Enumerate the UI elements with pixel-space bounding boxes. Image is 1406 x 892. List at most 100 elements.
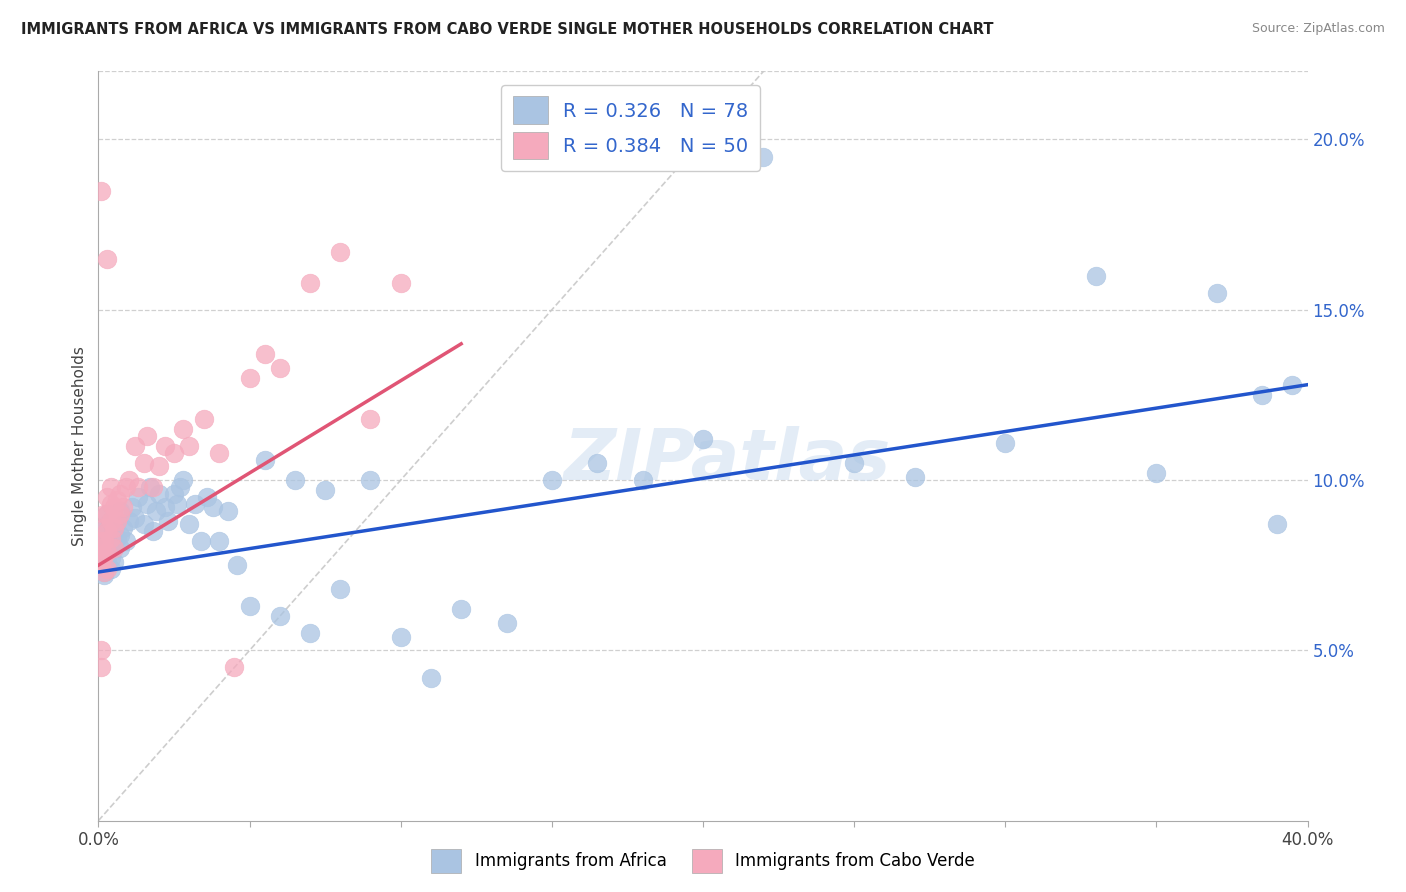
Point bbox=[253, 452, 276, 467]
Point bbox=[96, 544, 118, 558]
Point bbox=[118, 473, 141, 487]
Point bbox=[1206, 285, 1229, 300]
Point bbox=[96, 507, 118, 521]
Point bbox=[105, 514, 128, 528]
Point bbox=[329, 244, 352, 259]
Point bbox=[121, 500, 143, 515]
Point bbox=[904, 469, 927, 483]
Point bbox=[139, 480, 162, 494]
Point bbox=[586, 456, 609, 470]
Point bbox=[103, 510, 125, 524]
Point bbox=[132, 456, 155, 470]
Point bbox=[93, 565, 115, 579]
Point bbox=[329, 582, 352, 596]
Legend: R = 0.326   N = 78, R = 0.384   N = 50: R = 0.326 N = 78, R = 0.384 N = 50 bbox=[501, 85, 761, 171]
Point bbox=[124, 510, 146, 524]
Point bbox=[100, 497, 122, 511]
Point bbox=[169, 480, 191, 494]
Point bbox=[142, 480, 165, 494]
Point bbox=[145, 504, 167, 518]
Point bbox=[90, 541, 112, 556]
Point bbox=[90, 541, 112, 556]
Point bbox=[111, 521, 134, 535]
Point bbox=[495, 616, 517, 631]
Point bbox=[239, 599, 262, 613]
Point bbox=[184, 497, 207, 511]
Point bbox=[179, 439, 201, 453]
Point bbox=[224, 660, 246, 674]
Point bbox=[93, 548, 115, 562]
Point bbox=[127, 490, 149, 504]
Point bbox=[100, 521, 122, 535]
Point bbox=[93, 534, 115, 549]
Point bbox=[96, 517, 118, 532]
Point bbox=[153, 500, 176, 515]
Point bbox=[111, 500, 134, 515]
Point bbox=[96, 531, 118, 545]
Text: ZIPatlas: ZIPatlas bbox=[564, 426, 891, 495]
Point bbox=[153, 439, 176, 453]
Point bbox=[100, 538, 122, 552]
Point bbox=[93, 565, 115, 579]
Point bbox=[96, 252, 118, 266]
Point bbox=[208, 446, 231, 460]
Point bbox=[1267, 517, 1289, 532]
Text: Source: ZipAtlas.com: Source: ZipAtlas.com bbox=[1251, 22, 1385, 36]
Point bbox=[360, 411, 382, 425]
Point bbox=[208, 534, 231, 549]
Point bbox=[103, 541, 125, 556]
Point bbox=[389, 276, 412, 290]
Point bbox=[135, 429, 157, 443]
Point bbox=[93, 548, 115, 562]
Point bbox=[108, 486, 131, 500]
Point bbox=[100, 551, 122, 566]
Point bbox=[190, 534, 212, 549]
Point bbox=[450, 602, 472, 616]
Point bbox=[90, 184, 112, 198]
Point bbox=[284, 473, 307, 487]
Y-axis label: Single Mother Households: Single Mother Households bbox=[72, 346, 87, 546]
Point bbox=[103, 500, 125, 515]
Point bbox=[193, 411, 215, 425]
Point bbox=[142, 524, 165, 538]
Point bbox=[692, 432, 714, 446]
Point bbox=[314, 483, 336, 498]
Point bbox=[156, 514, 179, 528]
Point bbox=[108, 507, 131, 521]
Point bbox=[96, 507, 118, 521]
Point bbox=[179, 517, 201, 532]
Point bbox=[90, 551, 112, 566]
Point bbox=[202, 500, 225, 515]
Point bbox=[148, 459, 170, 474]
Point bbox=[1144, 467, 1167, 481]
Point bbox=[105, 514, 128, 528]
Point bbox=[631, 473, 654, 487]
Point bbox=[148, 486, 170, 500]
Point bbox=[132, 517, 155, 532]
Legend: Immigrants from Africa, Immigrants from Cabo Verde: Immigrants from Africa, Immigrants from … bbox=[425, 842, 981, 880]
Point bbox=[108, 541, 131, 556]
Point bbox=[93, 521, 115, 535]
Point bbox=[108, 527, 131, 541]
Text: IMMIGRANTS FROM AFRICA VS IMMIGRANTS FROM CABO VERDE SINGLE MOTHER HOUSEHOLDS CO: IMMIGRANTS FROM AFRICA VS IMMIGRANTS FRO… bbox=[21, 22, 994, 37]
Point bbox=[93, 534, 115, 549]
Point bbox=[93, 524, 115, 538]
Point bbox=[1085, 268, 1108, 283]
Point bbox=[360, 473, 382, 487]
Point bbox=[90, 534, 112, 549]
Point bbox=[114, 480, 136, 494]
Point bbox=[93, 568, 115, 582]
Point bbox=[844, 456, 866, 470]
Point bbox=[994, 435, 1017, 450]
Point bbox=[100, 561, 122, 575]
Point bbox=[103, 521, 125, 535]
Point bbox=[96, 544, 118, 558]
Point bbox=[1251, 388, 1274, 402]
Point bbox=[239, 371, 262, 385]
Point bbox=[90, 558, 112, 573]
Point bbox=[166, 497, 188, 511]
Point bbox=[124, 439, 146, 453]
Point bbox=[752, 149, 775, 163]
Point bbox=[90, 558, 112, 573]
Point bbox=[163, 486, 186, 500]
